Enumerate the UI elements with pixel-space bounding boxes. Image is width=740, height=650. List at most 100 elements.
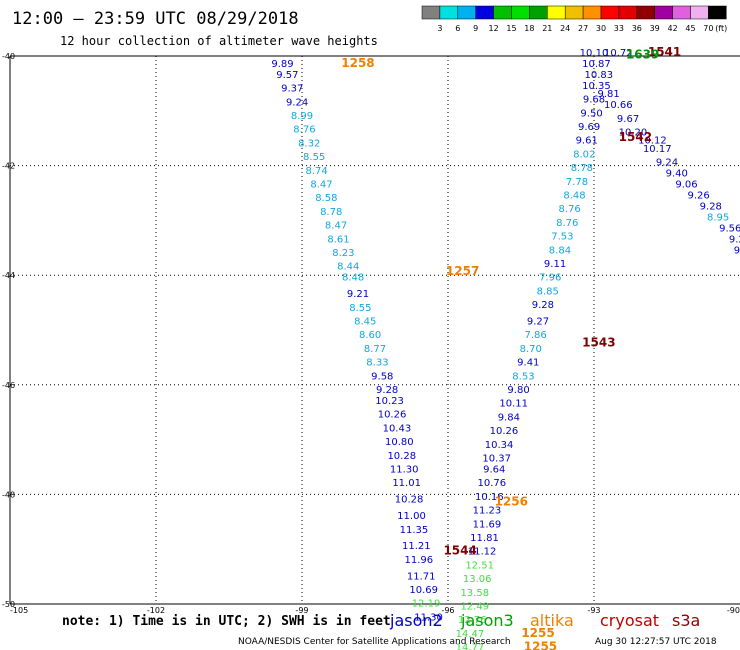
wave-height-value: 9.80 bbox=[507, 385, 529, 396]
wave-height-value: 8.44 bbox=[337, 262, 359, 273]
wave-height-values: 9.899.57 9.37 9.24 8.99 8.76 8.32 8.55 8.74 8.47… bbox=[271, 48, 740, 650]
lat-tick-label: -42 bbox=[2, 162, 15, 171]
colorbar-unit: (ft) bbox=[715, 24, 727, 33]
wave-height-value: 10.16 bbox=[475, 492, 504, 503]
wave-height-value: 12.49 bbox=[460, 601, 489, 612]
colorbar-swatch bbox=[475, 5, 494, 20]
wave-height-value: 11.96 bbox=[404, 555, 433, 566]
wave-height-value: 11.12 bbox=[468, 547, 497, 558]
wave-height-value: 8.70 bbox=[520, 344, 542, 355]
colorbar-label: 27 bbox=[578, 24, 588, 33]
wave-height-value: 8.48 bbox=[342, 273, 364, 284]
wave-height-value: 10.11 bbox=[499, 399, 528, 410]
colorbar-label: 15 bbox=[506, 24, 516, 33]
wave-height-value: 10.80 bbox=[385, 437, 414, 448]
pass-time-label: 1258 bbox=[341, 56, 374, 70]
wave-height-value: 11.21 bbox=[402, 541, 431, 552]
wave-height-value: 11.71 bbox=[407, 571, 436, 582]
colorbar-swatch bbox=[618, 5, 638, 20]
colorbar-swatch bbox=[421, 5, 441, 20]
wave-height-value: 8.60 bbox=[359, 330, 381, 341]
wave-height-value: 10.23 bbox=[375, 396, 404, 407]
pass-time-label: 1256 bbox=[495, 494, 528, 508]
wave-height-value: 10.83 bbox=[585, 70, 614, 81]
wave-height-value: 8.76 bbox=[556, 218, 578, 229]
colorbar-legend: 3 6 9 12 15 18 21 24 27 30 33 36 39 42 45 70 (ft) bbox=[421, 5, 727, 33]
wave-height-value: 13.58 bbox=[460, 588, 489, 599]
wave-height-value: 10.87 bbox=[582, 59, 611, 70]
wave-height-value: 8.76 bbox=[559, 204, 581, 215]
wave-height-value: 8.85 bbox=[537, 286, 559, 297]
wave-height-value: 8.99 bbox=[291, 111, 313, 122]
colorbar-label: 9 bbox=[473, 24, 478, 33]
wave-height-value: 9.06 bbox=[675, 180, 697, 191]
lon-tick-label: -93 bbox=[587, 606, 600, 615]
wave-height-value: 11.30 bbox=[390, 464, 419, 475]
wave-height-value: 8.78 bbox=[571, 163, 593, 174]
wave-height-value: 9.24 bbox=[656, 158, 678, 169]
wave-height-value: 10.76 bbox=[477, 478, 506, 489]
wave-height-value: 7.78 bbox=[566, 177, 588, 188]
colorbar-label: 30 bbox=[596, 24, 606, 33]
legend-jason3: jason3 bbox=[460, 611, 514, 630]
wave-height-value: 9.11 bbox=[544, 259, 566, 270]
wave-height-value: 14.47 bbox=[456, 629, 485, 640]
lat-tick-label: -50 bbox=[2, 600, 15, 609]
colorbar-swatch bbox=[564, 5, 584, 20]
wave-height-value: 8.47 bbox=[310, 180, 332, 191]
wave-height-value: 10.17 bbox=[643, 144, 672, 155]
wave-height-value: 9.27 bbox=[527, 317, 549, 328]
wave-height-value: 7.96 bbox=[539, 273, 561, 284]
lon-tick-label: -102 bbox=[147, 606, 165, 615]
wave-height-value: 8.48 bbox=[563, 190, 585, 201]
wave-height-value: 11.81 bbox=[470, 533, 499, 544]
colorbar-swatch bbox=[654, 5, 673, 20]
wave-height-value: 10.28 bbox=[387, 451, 416, 462]
wave-height-value: 10.35 bbox=[582, 81, 611, 92]
wave-height-value: 12.76 bbox=[458, 615, 487, 626]
wave-height-value: 11.23 bbox=[473, 506, 502, 517]
wave-height-value: 8.95 bbox=[707, 212, 729, 223]
colorbar-swatch bbox=[439, 5, 459, 20]
wave-height-value: 8.84 bbox=[549, 245, 571, 256]
lon-tick-label: -105 bbox=[10, 606, 28, 615]
colorbar-label: 3 bbox=[437, 24, 442, 33]
colorbar-swatch bbox=[457, 5, 476, 20]
colorbar-label: 42 bbox=[668, 24, 678, 33]
pass-time-label: 1255 bbox=[524, 640, 557, 650]
colorbar-swatch bbox=[708, 5, 727, 20]
legend-cryosat: cryosat bbox=[600, 611, 659, 630]
wave-height-value: 9.26 bbox=[688, 190, 710, 201]
wave-height-value: 9.29 bbox=[729, 234, 740, 245]
wave-height-value: 8.45 bbox=[354, 317, 376, 328]
lon-tick-label: -90 bbox=[727, 606, 740, 615]
wave-height-value: 11.01 bbox=[392, 478, 421, 489]
pass-time-label: 1543 bbox=[582, 335, 615, 349]
colorbar-swatch bbox=[600, 5, 620, 20]
wave-height-value: 9.58 bbox=[371, 371, 393, 382]
wave-height-value: 9.61 bbox=[576, 136, 598, 147]
wave-height-value: 13.06 bbox=[463, 574, 492, 585]
wave-height-value: 9.28 bbox=[700, 201, 722, 212]
pass-time-label: 1639 bbox=[626, 48, 659, 62]
wave-height-value: 9.84 bbox=[498, 412, 520, 423]
colorbar-swatch bbox=[529, 5, 548, 20]
wave-height-value: 10.34 bbox=[485, 440, 514, 451]
wave-height-value: 8.58 bbox=[315, 193, 337, 204]
wave-height-value: 9.67 bbox=[617, 114, 639, 125]
wave-height-value: 9.21 bbox=[347, 289, 369, 300]
pass-time-label: 1257 bbox=[446, 264, 479, 278]
colorbar-swatch bbox=[672, 5, 691, 20]
lon-tick-label: -99 bbox=[295, 606, 308, 615]
wave-height-value: 11.00 bbox=[397, 511, 426, 522]
colorbar-label: 24 bbox=[560, 24, 570, 33]
wave-height-value: 9.28 bbox=[376, 385, 398, 396]
wave-height-value: 8.47 bbox=[325, 221, 347, 232]
wave-height-value: 10.12 bbox=[638, 136, 667, 147]
wave-height-value: 9.57 bbox=[276, 70, 298, 81]
wave-height-value: 10.20 bbox=[619, 127, 648, 138]
wave-height-value: 11.35 bbox=[400, 525, 429, 536]
footer-timestamp: Aug 30 12:27:57 UTC 2018 bbox=[595, 637, 717, 647]
wave-height-value: 10.10 bbox=[580, 48, 609, 59]
